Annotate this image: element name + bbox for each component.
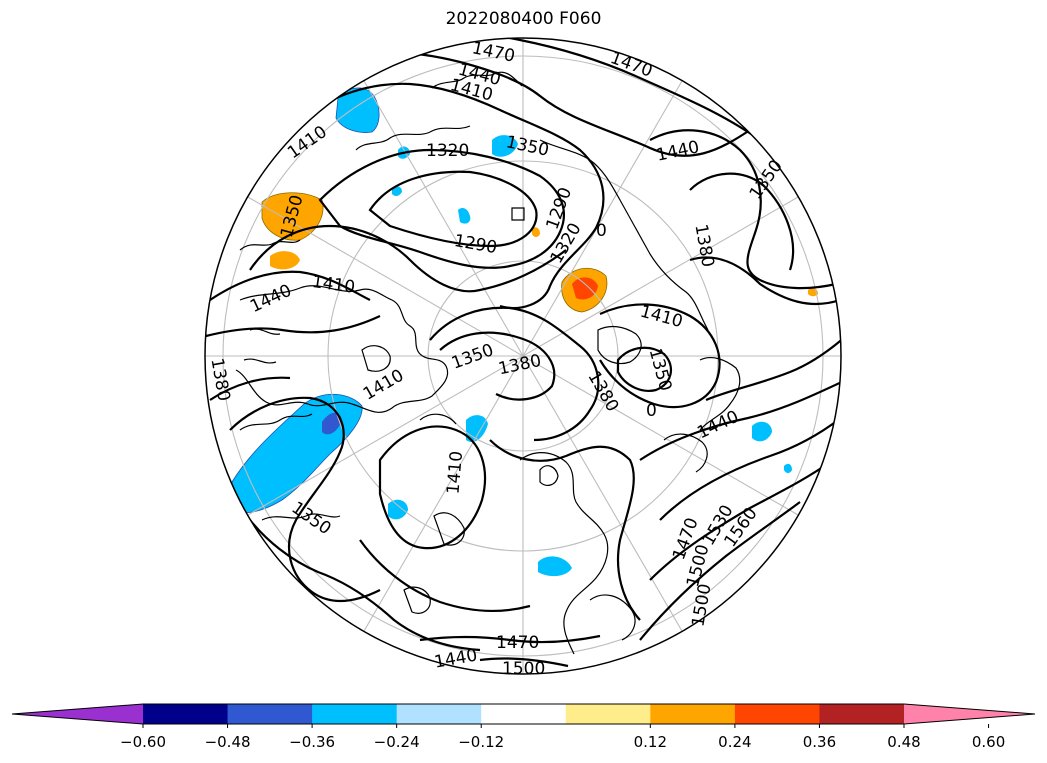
colorbar-tick-label: −0.60 bbox=[120, 733, 166, 751]
colorbar-bin bbox=[227, 704, 313, 724]
contour-labels: 1470 1440 1410 1320 1350 1410 1350 1290 … bbox=[206, 38, 787, 679]
map-title: 2022080400 F060 bbox=[445, 9, 602, 29]
colorbar-bin bbox=[312, 704, 398, 724]
colorbar-bin bbox=[734, 704, 820, 724]
contour-label: 1440 bbox=[433, 645, 479, 672]
contour-label: 1350 bbox=[288, 498, 335, 539]
colorbar-tick-label: 0.60 bbox=[972, 733, 1005, 751]
colorbar-tick-label: 0.24 bbox=[718, 733, 751, 751]
contour-label: 1470 bbox=[496, 633, 539, 653]
contour-label: 1410 bbox=[284, 122, 331, 163]
contour-label: 1500 bbox=[688, 582, 715, 628]
height-contours bbox=[205, 38, 841, 668]
colorbar-bin bbox=[396, 704, 482, 724]
contour-label: 0 bbox=[596, 221, 607, 241]
colorbar-bin bbox=[143, 704, 229, 724]
colorbar-bin bbox=[565, 704, 651, 724]
colorbar: −0.60 −0.48 −0.36 −0.24 −0.12 0.12 0.24 0.36 0.4… bbox=[11, 703, 1036, 751]
contour-label: 1440 bbox=[694, 407, 742, 443]
colorbar-bin bbox=[650, 704, 736, 724]
colorbar-bin bbox=[819, 704, 905, 724]
colorbar-tick-label: −0.12 bbox=[458, 733, 504, 751]
contour-label: 1440 bbox=[655, 137, 701, 166]
map-boundary bbox=[204, 37, 842, 675]
colorbar-extend-low bbox=[12, 704, 143, 724]
contour-label: 0 bbox=[646, 401, 657, 421]
colorbar-tick-label: 0.12 bbox=[634, 733, 667, 751]
contour-label: 1290 bbox=[452, 231, 498, 258]
contour-label: 1410 bbox=[360, 366, 407, 405]
contour-label: 1380 bbox=[206, 357, 233, 403]
contour-label: 1350 bbox=[746, 156, 787, 203]
colorbar-tick-label: −0.36 bbox=[289, 733, 335, 751]
contour-label: 1320 bbox=[426, 141, 469, 161]
colorbar-tick-label: 0.36 bbox=[803, 733, 836, 751]
contour-label: 1350 bbox=[504, 132, 550, 161]
colorbar-tick-label: −0.48 bbox=[205, 733, 251, 751]
contour-label: 1380 bbox=[690, 223, 717, 269]
contour-label: 1500 bbox=[502, 659, 545, 679]
contour-label: 1410 bbox=[638, 302, 685, 333]
contour-label: 1410 bbox=[311, 272, 357, 298]
colorbar-tick-label: 0.48 bbox=[887, 733, 920, 751]
contour-label: 1380 bbox=[497, 351, 543, 380]
graticule bbox=[205, 38, 841, 674]
coastlines bbox=[235, 71, 741, 655]
contour-label: 1470 bbox=[470, 38, 516, 67]
colorbar-extend-high bbox=[904, 704, 1035, 724]
colorbar-tick-label: −0.24 bbox=[374, 733, 420, 751]
contour-label: 1440 bbox=[247, 281, 295, 317]
anomaly-shading bbox=[231, 87, 818, 577]
contour-label: 1350 bbox=[449, 340, 496, 374]
contour-label: 1410 bbox=[443, 450, 467, 495]
colorbar-bin bbox=[481, 704, 567, 724]
contour-label: 1350 bbox=[645, 346, 676, 393]
